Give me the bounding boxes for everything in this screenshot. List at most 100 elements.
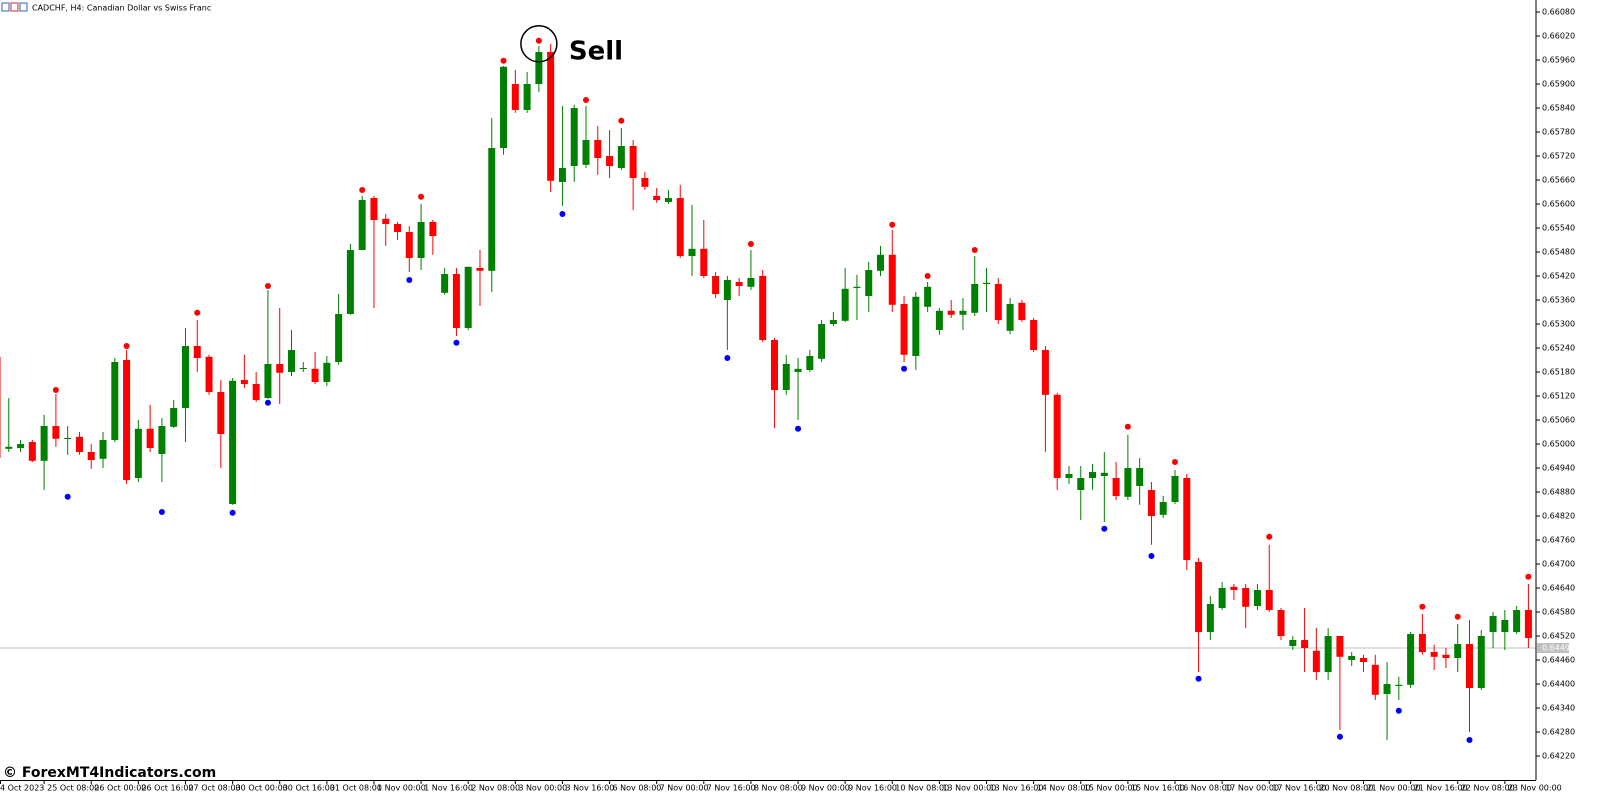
- candle-body: [5, 446, 13, 449]
- candle-body: [770, 340, 778, 390]
- candle-body: [382, 218, 390, 224]
- candle-body: [111, 362, 119, 440]
- high-signal-dot: [264, 283, 271, 289]
- y-tick-label: 0.65180: [1542, 368, 1575, 377]
- x-tick-label: 23 Nov 00:00: [1508, 784, 1562, 793]
- candle-body: [782, 364, 790, 390]
- high-signal-dot: [418, 193, 425, 200]
- y-tick-label: 0.66020: [1542, 32, 1575, 41]
- y-tick-label: 0.65720: [1542, 152, 1575, 161]
- candle-body: [888, 254, 896, 305]
- candle-body: [370, 198, 378, 220]
- y-tick-label: 0.65360: [1542, 296, 1575, 305]
- candle-body: [723, 280, 731, 300]
- candle-body: [676, 198, 684, 256]
- x-tick-label: 31 Oct 08:00: [330, 784, 382, 793]
- candle-body: [594, 140, 602, 158]
- candle-body: [229, 380, 237, 504]
- candle-body: [1242, 588, 1250, 607]
- candle-body: [1183, 478, 1191, 560]
- high-signal-dot: [52, 387, 59, 393]
- candle-body: [853, 286, 861, 288]
- x-tick-label: 3 Nov 16:00: [565, 784, 614, 793]
- y-tick-label: 0.64280: [1542, 728, 1575, 737]
- candle-body: [1100, 472, 1108, 476]
- candle-body: [829, 320, 837, 324]
- y-tick-label: 0.64760: [1542, 536, 1575, 545]
- candle-body: [335, 314, 343, 362]
- high-signal-dot: [1454, 613, 1461, 620]
- candle-body: [394, 224, 402, 232]
- candle-body: [1277, 610, 1285, 636]
- high-signal-dot: [535, 37, 542, 44]
- candle-body: [664, 198, 672, 202]
- candle-body: [1230, 586, 1238, 590]
- candle-body: [17, 444, 25, 448]
- candle-body: [464, 266, 472, 328]
- candle-body: [971, 284, 979, 313]
- x-tick-label: 30 Oct 00:00: [236, 784, 288, 793]
- y-tick-label: 0.65660: [1542, 176, 1575, 185]
- high-signal-dot: [500, 57, 507, 64]
- candle-body: [158, 426, 166, 454]
- candle-body: [1513, 610, 1521, 632]
- x-tick-label: 15 Nov 16:00: [1131, 784, 1185, 793]
- candle-body: [1454, 644, 1462, 658]
- candle-body: [947, 310, 955, 315]
- candle-body: [1112, 478, 1120, 496]
- y-tick-label: 0.64700: [1542, 560, 1575, 569]
- candle-body: [0, 356, 1, 458]
- candle-body: [64, 438, 72, 439]
- y-tick-label: 0.64940: [1542, 464, 1575, 473]
- high-signal-dot: [123, 343, 130, 349]
- high-signal-dot: [889, 221, 896, 228]
- candle-body: [1348, 656, 1356, 660]
- candle-body: [1077, 478, 1085, 490]
- y-tick-label: 0.65840: [1542, 104, 1575, 113]
- x-tick-label: 13 Nov 16:00: [990, 784, 1044, 793]
- candle-body: [1136, 468, 1144, 486]
- candle-body: [1442, 654, 1450, 658]
- candle-body: [134, 428, 142, 478]
- low-signal-dot: [229, 509, 236, 516]
- low-signal-dot: [1101, 525, 1108, 532]
- x-tick-label: 2 Nov 08:00: [471, 784, 520, 793]
- candle-body: [123, 360, 131, 480]
- low-signal-dot: [1195, 675, 1202, 682]
- y-tick-label: 0.65960: [1542, 56, 1575, 65]
- high-signal-dot: [194, 309, 201, 316]
- x-tick-label: 17 Nov 16:00: [1272, 784, 1326, 793]
- candle-body: [87, 452, 95, 460]
- high-signal-dot: [1172, 459, 1178, 465]
- low-signal-dot: [1336, 733, 1343, 740]
- x-tick-label: 1 Nov 00:00: [377, 784, 426, 793]
- x-tick-label: 14 Nov 08:00: [1037, 784, 1091, 793]
- candle-body: [806, 356, 814, 370]
- candle-body: [523, 84, 531, 110]
- candle-body: [75, 436, 83, 452]
- candle-body: [476, 268, 484, 271]
- candle-body: [900, 304, 908, 355]
- y-tick-label: 0.64880: [1542, 488, 1575, 497]
- y-tick-label: 0.65300: [1542, 320, 1575, 329]
- y-tick-label: 0.64220: [1542, 752, 1575, 761]
- x-tick-label: 30 Oct 16:00: [283, 784, 335, 793]
- low-signal-dot: [158, 509, 165, 515]
- x-tick-label: 16 Nov 08:00: [1178, 784, 1232, 793]
- candle-body: [264, 364, 272, 398]
- candle-body: [547, 52, 555, 181]
- candle-body: [1418, 634, 1426, 652]
- y-tick-label: 0.65480: [1542, 248, 1575, 257]
- y-tick-label: 0.65420: [1542, 272, 1575, 281]
- candle-body: [40, 426, 48, 461]
- candle-body: [877, 254, 884, 271]
- candle-body: [582, 140, 590, 165]
- x-tick-label: 17 Nov 00:00: [1225, 784, 1279, 793]
- candle-body: [1206, 604, 1214, 632]
- candle-body: [865, 270, 873, 296]
- high-signal-dot: [583, 97, 589, 103]
- x-tick-label: 26 Oct 00:00: [94, 784, 146, 793]
- y-tick-label: 0.64520: [1542, 632, 1575, 641]
- y-tick-label: 0.66080: [1542, 8, 1575, 17]
